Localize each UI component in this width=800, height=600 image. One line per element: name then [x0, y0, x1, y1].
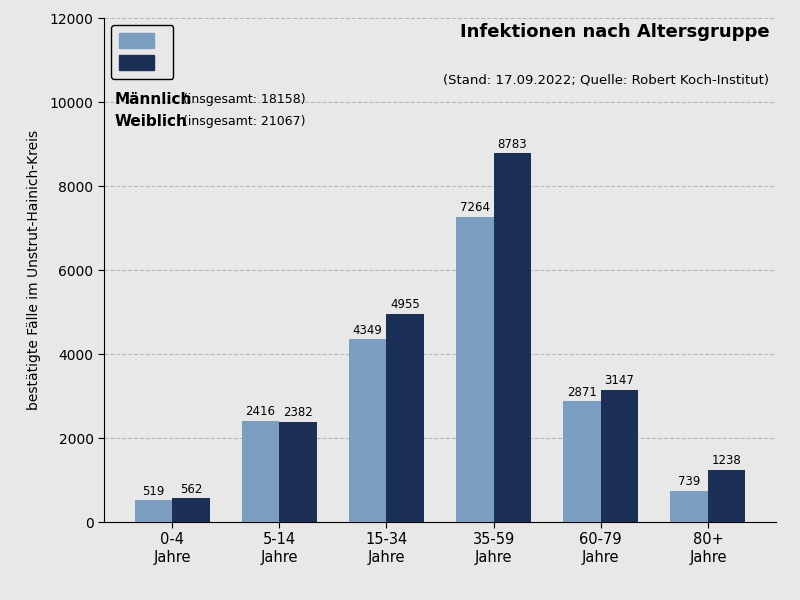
Text: 8783: 8783 — [498, 137, 527, 151]
Text: 1238: 1238 — [712, 454, 742, 467]
Text: Weiblich: Weiblich — [115, 114, 188, 129]
Bar — [279, 422, 317, 522]
Bar — [670, 491, 708, 522]
Bar — [172, 499, 210, 522]
Bar — [349, 340, 386, 522]
Text: 2416: 2416 — [246, 405, 275, 418]
Text: 519: 519 — [142, 485, 165, 497]
Text: 739: 739 — [678, 475, 700, 488]
Bar — [386, 314, 424, 522]
Bar — [601, 390, 638, 522]
Text: 2382: 2382 — [283, 406, 313, 419]
Text: 3147: 3147 — [605, 374, 634, 388]
Bar — [242, 421, 279, 522]
Y-axis label: bestätigte Fälle im Unstrut-Hainich-Kreis: bestätigte Fälle im Unstrut-Hainich-Krei… — [27, 130, 42, 410]
Text: Männlich: Männlich — [115, 92, 192, 107]
Text: 562: 562 — [180, 483, 202, 496]
Text: (insgesamt: 18158): (insgesamt: 18158) — [179, 93, 306, 106]
Text: Infektionen nach Altersgruppe: Infektionen nach Altersgruppe — [460, 23, 770, 41]
Text: 2871: 2871 — [567, 386, 597, 399]
Text: 4955: 4955 — [390, 298, 420, 311]
Text: (Stand: 17.09.2022; Quelle: Robert Koch-Institut): (Stand: 17.09.2022; Quelle: Robert Koch-… — [443, 73, 770, 86]
Text: (insgesamt: 21067): (insgesamt: 21067) — [179, 115, 306, 128]
Bar — [134, 500, 172, 522]
Bar — [708, 470, 746, 522]
Bar — [456, 217, 494, 522]
Bar — [494, 153, 531, 522]
Text: 4349: 4349 — [353, 324, 382, 337]
Legend: , : , — [111, 25, 174, 79]
Bar — [563, 401, 601, 522]
Text: 7264: 7264 — [460, 202, 490, 214]
